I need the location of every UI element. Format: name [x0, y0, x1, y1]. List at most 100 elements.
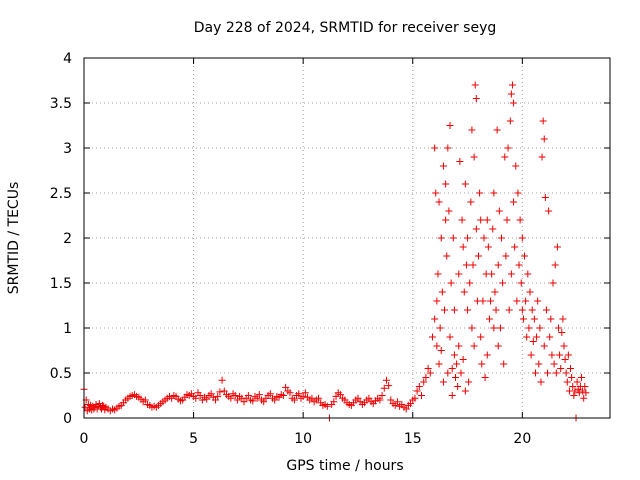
data-point	[484, 243, 492, 251]
data-point	[444, 369, 452, 377]
data-point	[488, 270, 496, 278]
data-point	[426, 369, 434, 377]
data-point	[476, 189, 484, 197]
data-point	[538, 153, 546, 161]
data-point	[542, 306, 550, 314]
data-point	[498, 234, 506, 242]
data-point	[240, 398, 248, 406]
data-point	[467, 198, 475, 206]
y-tick-label: 0	[63, 411, 72, 427]
data-point	[415, 383, 423, 390]
data-point	[456, 158, 464, 165]
data-point	[271, 396, 279, 404]
data-point	[569, 383, 577, 390]
data-point	[564, 351, 572, 359]
data-point	[439, 162, 447, 170]
data-point	[207, 390, 215, 398]
data-point	[431, 315, 439, 323]
y-axis-label: SRMTID / TECUs	[6, 182, 22, 295]
data-point	[433, 297, 441, 305]
data-point	[402, 405, 410, 413]
data-point	[510, 198, 518, 206]
data-point	[446, 122, 454, 129]
data-point	[455, 342, 463, 350]
data-point	[580, 394, 588, 402]
data-point	[435, 198, 443, 206]
y-tick-label: 2	[63, 231, 72, 247]
data-point	[525, 324, 533, 332]
data-point	[393, 398, 401, 406]
data-point	[465, 378, 473, 386]
data-point	[323, 402, 331, 410]
data-point	[561, 356, 569, 363]
data-point	[544, 369, 552, 377]
data-point	[472, 95, 480, 102]
data-point	[557, 365, 565, 372]
data-point	[505, 306, 513, 314]
data-point	[506, 117, 514, 125]
data-point	[282, 383, 290, 391]
x-tick-label: 5	[189, 431, 198, 447]
data-point	[299, 392, 307, 400]
data-point	[485, 315, 493, 323]
data-point	[450, 351, 458, 359]
data-point	[554, 324, 562, 332]
grid-lines	[84, 58, 610, 418]
data-point	[196, 392, 204, 399]
data-point	[540, 135, 548, 143]
data-point	[457, 369, 465, 377]
data-point	[502, 252, 510, 260]
data-point	[447, 279, 455, 287]
data-point	[462, 261, 470, 269]
y-tick-label: 2.5	[50, 186, 72, 202]
data-point	[290, 396, 298, 404]
data-point	[411, 394, 419, 402]
data-point	[441, 306, 449, 314]
data-point	[336, 391, 344, 399]
data-point	[466, 279, 474, 287]
data-point	[516, 216, 524, 224]
data-point	[579, 387, 587, 395]
data-point	[382, 376, 390, 384]
data-point	[475, 252, 482, 260]
data-point	[431, 144, 439, 152]
data-point	[547, 315, 555, 323]
data-point	[512, 162, 520, 170]
data-points	[80, 81, 590, 422]
data-point	[560, 342, 568, 350]
data-point	[255, 391, 263, 399]
data-point	[551, 261, 559, 269]
data-point	[553, 243, 561, 251]
data-point	[531, 369, 539, 377]
data-point	[214, 392, 222, 400]
data-point	[494, 261, 502, 269]
data-point	[468, 324, 476, 332]
data-point	[489, 225, 497, 233]
data-point	[315, 394, 323, 402]
data-point	[365, 394, 373, 402]
data-point	[483, 216, 491, 224]
data-point	[424, 365, 432, 372]
data-point	[578, 374, 586, 381]
data-point	[432, 189, 440, 197]
data-point	[563, 378, 571, 386]
data-point	[464, 306, 472, 314]
data-point	[558, 329, 566, 336]
data-point	[504, 144, 512, 152]
data-point	[552, 369, 560, 377]
data-point	[446, 333, 454, 341]
y-tick-label: 3	[63, 141, 72, 157]
data-point	[568, 374, 576, 381]
data-point	[477, 333, 485, 341]
data-point	[518, 306, 526, 314]
data-point	[521, 252, 529, 260]
data-point	[380, 384, 388, 392]
data-point	[445, 207, 453, 215]
data-point	[434, 270, 442, 278]
data-point	[470, 153, 478, 161]
chart-title: Day 228 of 2024, SRMTID for receiver sey…	[194, 20, 497, 36]
x-axis-ticks: 0 5 10 15 20	[80, 58, 531, 447]
data-point	[437, 347, 445, 354]
data-point	[513, 297, 521, 305]
data-point	[550, 360, 558, 368]
